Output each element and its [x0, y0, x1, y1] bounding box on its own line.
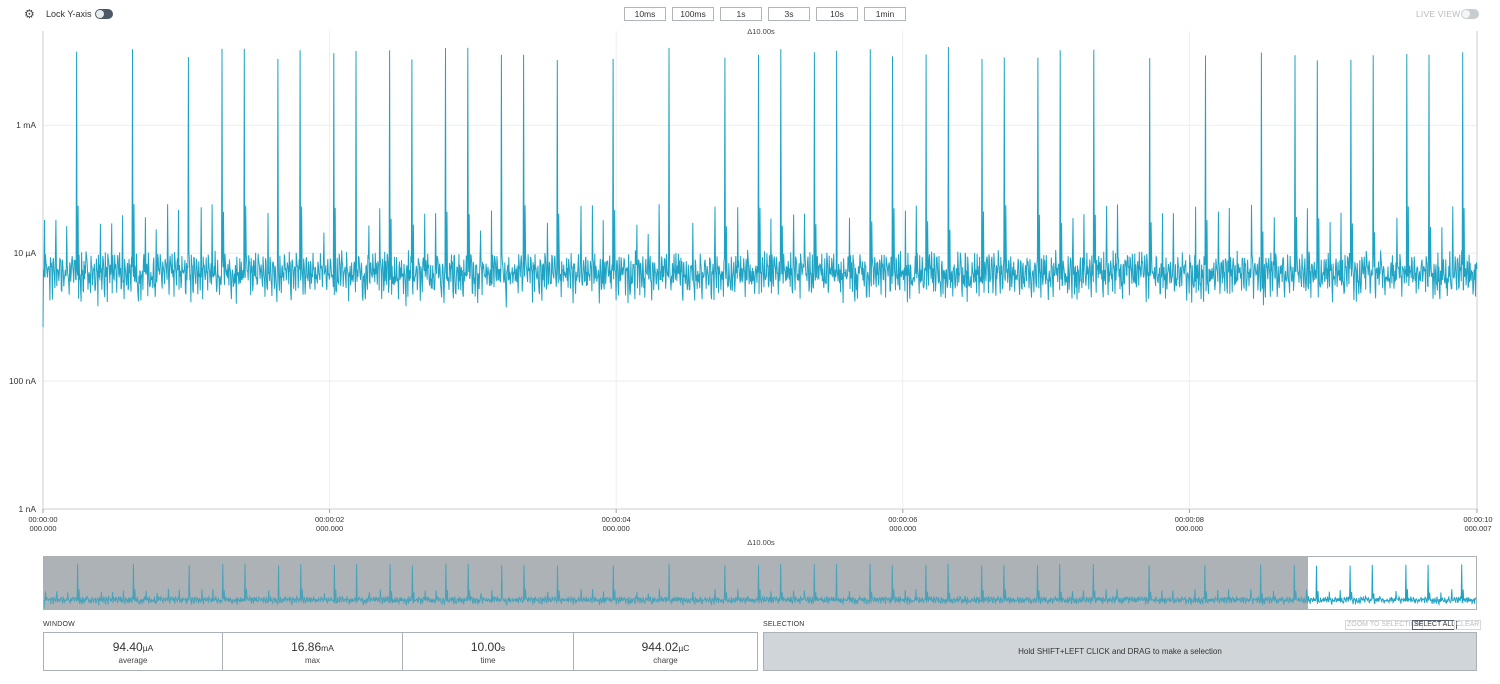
minimap-svg[interactable] [44, 557, 1476, 609]
lock-y-axis-toggle[interactable] [95, 9, 113, 19]
x-tick-label: 00:00:00 000.000 [28, 515, 58, 533]
x-tick-label: 00:00:02 000.000 [314, 515, 345, 533]
main-chart[interactable]: 1 mA 10 µA 100 nA 1 nA 00:00:00 000.000 00:00… [0, 28, 1500, 540]
window-button-1s[interactable]: 1s [720, 7, 762, 21]
x-tick-label: 00:00:04 000.000 [601, 515, 631, 533]
stat-max-label: max [304, 656, 321, 665]
select-all-button[interactable]: SELECT ALL [1412, 620, 1458, 630]
lock-y-axis-label: Lock Y-axis [46, 9, 92, 19]
toolbar: ⚙ Lock Y-axis 10ms 100ms 1s 3s 10s 1min … [0, 0, 1500, 28]
y-tick-label: 100 nA [9, 376, 36, 387]
clear-button[interactable]: CLEAR [1454, 620, 1482, 630]
y-tick-label: 10 µA [13, 248, 36, 259]
stat-max: 16.86mA max [223, 633, 403, 670]
y-tick-label: 1 mA [16, 120, 36, 131]
current-series-line [42, 46, 1478, 328]
x-tick-label: 00:00:10 000.007 [1463, 515, 1493, 533]
stat-charge: 944.02µC charge [574, 633, 757, 670]
minimap-series-line [44, 563, 1476, 609]
window-stats-panel: 94.40µA average 16.86mA max 10.00s time … [43, 632, 758, 671]
gear-icon[interactable]: ⚙ [24, 7, 35, 21]
window-button-1min[interactable]: 1min [864, 7, 906, 21]
main-chart-svg[interactable] [0, 28, 1500, 540]
toggle-knob [96, 10, 104, 18]
live-view-label: LIVE VIEW [1416, 9, 1461, 19]
minimap-dim-overlay [44, 557, 1308, 609]
selection-hint: Hold SHIFT+LEFT CLICK and DRAG to make a… [1018, 647, 1222, 656]
window-button-10s[interactable]: 10s [816, 7, 858, 21]
minimap-delta-label: Δ10.00s [747, 538, 775, 547]
stat-time-label: time [480, 656, 496, 665]
x-tick-label: 00:00:06 000.000 [888, 515, 918, 533]
stat-average-value: 94.40µA [112, 640, 154, 654]
live-view-toggle[interactable] [1461, 9, 1479, 19]
main-delta-label: Δ10.00s [747, 27, 775, 36]
y-tick-label: 1 nA [18, 504, 37, 514]
selection-section-label: SELECTION [763, 621, 805, 628]
window-button-3s[interactable]: 3s [768, 7, 810, 21]
stat-charge-label: charge [653, 656, 678, 665]
stat-time: 10.00s time [403, 633, 574, 670]
stat-time-value: 10.00s [470, 640, 506, 654]
selection-panel[interactable]: Hold SHIFT+LEFT CLICK and DRAG to make a… [763, 632, 1477, 671]
stat-charge-value: 944.02µC [641, 640, 690, 654]
window-button-10ms[interactable]: 10ms [624, 7, 666, 21]
stat-average: 94.40µA average [44, 633, 223, 670]
x-tick-label: 00:00:08 000.000 [1174, 515, 1204, 533]
zoom-to-selection-button[interactable]: ZOOM TO SELECTION [1345, 620, 1424, 630]
stat-average-label: average [118, 656, 148, 665]
window-button-100ms[interactable]: 100ms [672, 7, 714, 21]
toggle-knob [1462, 10, 1470, 18]
stat-max-value: 16.86mA [291, 640, 334, 654]
window-section-label: WINDOW [43, 621, 75, 628]
minimap[interactable] [43, 556, 1477, 610]
